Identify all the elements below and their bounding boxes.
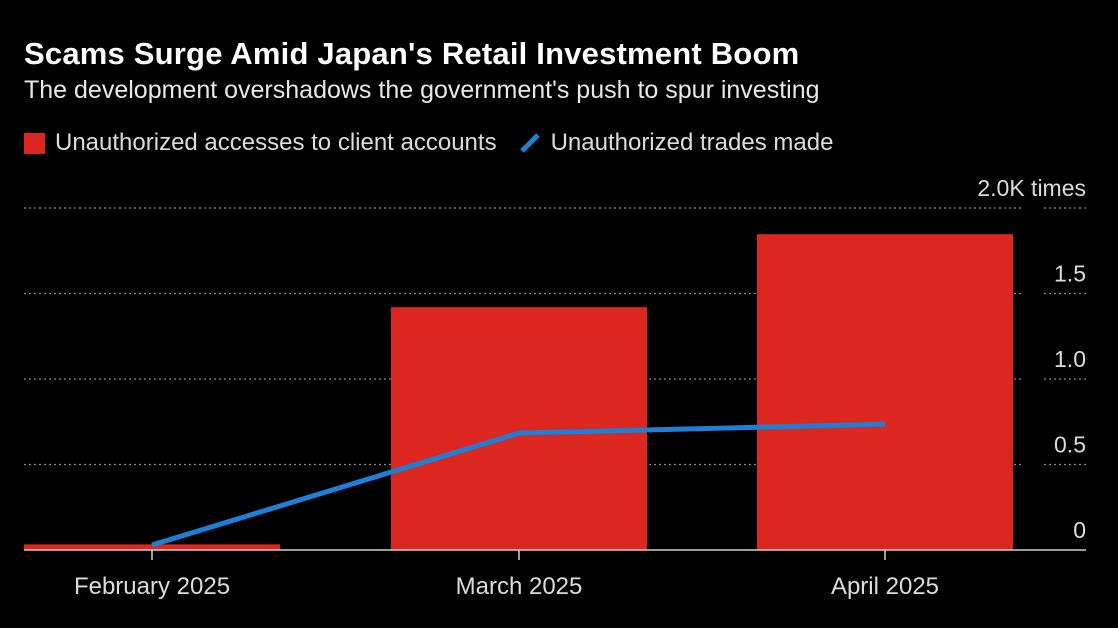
- legend-item-accesses: Unauthorized accesses to client accounts: [24, 129, 497, 157]
- y-tick-label-0: 0: [1073, 517, 1086, 543]
- y-tick-label-1: 0.5: [1054, 432, 1086, 458]
- y-tick-label-4: 2.0K times: [977, 175, 1086, 201]
- legend-swatch-line: [519, 133, 540, 153]
- x-tick-label-1: March 2025: [456, 573, 583, 600]
- legend-label-accesses: Unauthorized accesses to client accounts: [55, 129, 497, 156]
- legend: Unauthorized accesses to client accounts…: [24, 127, 855, 159]
- legend-swatch-bar: [24, 132, 45, 154]
- chart-subtitle: The development overshadows the governme…: [24, 76, 820, 104]
- chart-title: Scams Surge Amid Japan's Retail Investme…: [24, 36, 800, 71]
- x-tick-label-2: April 2025: [831, 573, 939, 600]
- bar-0: [24, 544, 280, 550]
- y-tick-label-3: 1.5: [1054, 261, 1086, 287]
- bar-2: [757, 234, 1013, 550]
- legend-label-trades: Unauthorized trades made: [550, 129, 834, 156]
- y-tick-label-2: 1.0: [1054, 346, 1086, 372]
- x-tick-label-0: February 2025: [74, 573, 230, 600]
- legend-item-trades: Unauthorized trades made: [519, 129, 834, 157]
